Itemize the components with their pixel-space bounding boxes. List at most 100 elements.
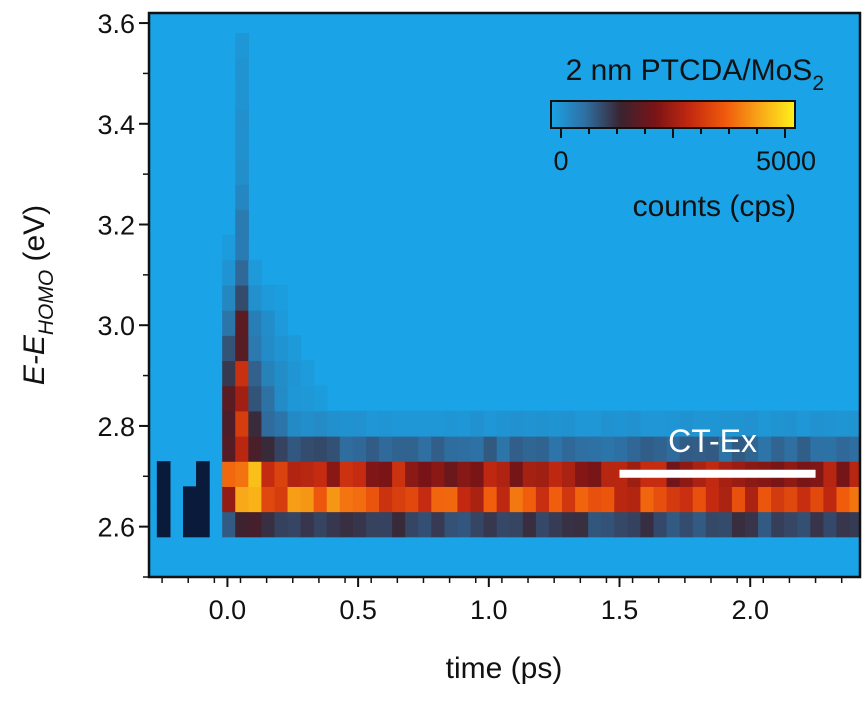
heatmap-cell [365, 461, 380, 487]
heatmap-cell [287, 385, 302, 412]
heatmap-cell [483, 486, 498, 513]
heatmap-cell [588, 486, 602, 513]
heatmap-cell [418, 486, 432, 513]
heatmap-cell [562, 486, 576, 513]
heatmap-cell [248, 259, 262, 286]
heatmap-cell [718, 511, 733, 538]
heatmap-cell [222, 486, 236, 513]
heatmap-cell [653, 511, 668, 538]
heatmap-cell [509, 461, 524, 487]
heatmap-cell [365, 410, 380, 437]
heatmap-cell [509, 436, 524, 462]
x-axis: 0.0 0.5 1.0 1.5 2.0 [161, 577, 843, 625]
heatmap-cell [601, 461, 615, 487]
heatmap-cell [326, 461, 341, 487]
heatmap-cell [470, 511, 485, 538]
heatmap-cell [509, 410, 524, 437]
x-axis-title: time (ps) [446, 652, 563, 685]
heatmap-cell [313, 486, 328, 513]
heatmap-cell [496, 410, 511, 437]
colorbar-max-label: 5000 [756, 146, 816, 176]
heatmap-cell [444, 511, 459, 538]
heatmap-cell [235, 486, 249, 513]
heatmap-cell [274, 410, 289, 437]
heatmap-cell [405, 511, 419, 538]
heatmap-cell [823, 410, 838, 437]
y-tick-label: 2.6 [97, 513, 135, 543]
heatmap-cell [562, 461, 576, 487]
heatmap-cell [744, 486, 759, 513]
heatmap-cell [235, 310, 249, 336]
y-axis-title-subscript: HOMO [35, 270, 58, 335]
heatmap-cell [679, 511, 694, 538]
heatmap-cell [300, 511, 315, 538]
heatmap-cell [235, 284, 249, 311]
heatmap-cell [509, 486, 524, 513]
heatmap-cell [810, 511, 824, 538]
heatmap-cell [640, 410, 655, 437]
heatmap-cell [548, 436, 563, 462]
y-tick-label: 3.6 [97, 9, 135, 39]
heatmap-cell [300, 436, 315, 462]
heatmap-cell [352, 436, 367, 462]
heatmap-cell [261, 335, 276, 362]
heatmap-cell [575, 410, 589, 437]
heatmap-cell [379, 436, 393, 462]
heatmap-cell [222, 259, 236, 286]
heatmap-cell [483, 436, 498, 462]
chart-title-main: 2 nm PTCDA/MoS [566, 54, 813, 87]
heatmap-cell [261, 486, 276, 513]
heatmap-cell [222, 385, 236, 412]
x-tick-label: 2.0 [731, 595, 769, 625]
heatmap-cell [588, 410, 602, 437]
heatmap-cell [836, 461, 851, 487]
heatmap-cell [431, 486, 445, 513]
heatmap-cell [235, 410, 249, 437]
heatmap-cell [522, 410, 537, 437]
heatmap-cell [457, 436, 472, 462]
heatmap-cell [771, 410, 785, 437]
colorbar [550, 100, 796, 129]
heatmap-cell [849, 486, 860, 513]
heatmap-cell [235, 360, 249, 387]
heatmap-cell [405, 461, 419, 487]
heatmap-cell [248, 436, 262, 462]
heatmap-cell [575, 436, 589, 462]
heatmap-cell [562, 410, 576, 437]
heatmap-cell [182, 486, 197, 513]
heatmap-cell [156, 511, 171, 538]
heatmap-cell [235, 108, 249, 135]
heatmap-cell [274, 335, 289, 362]
heatmap-cell [248, 284, 262, 311]
heatmap-cell [365, 511, 380, 538]
heatmap-cell [261, 385, 276, 412]
heatmap-cell [274, 511, 289, 538]
heatmap-cell [339, 511, 354, 538]
heatmap-cell [575, 511, 589, 538]
heatmap-cell [614, 436, 628, 462]
heatmap-cell [483, 511, 498, 538]
heatmap-cell [444, 410, 459, 437]
heatmap-cell [235, 159, 249, 185]
heatmap-cell [627, 511, 642, 538]
heatmap-cell [522, 461, 537, 487]
heatmap-cell [235, 335, 249, 362]
heatmap-cell [431, 436, 445, 462]
heatmap-cell [784, 410, 798, 437]
heatmap-cell [444, 486, 459, 513]
heatmap-cell [588, 436, 602, 462]
heatmap-cell [705, 436, 720, 462]
x-tick-label: 0.5 [339, 595, 377, 625]
heatmap-cell [522, 511, 537, 538]
heatmap-cell [758, 486, 772, 513]
heatmap-cell [810, 436, 824, 462]
heatmap-cell [836, 511, 851, 538]
heatmap-cell [274, 284, 289, 311]
heatmap-cell [823, 511, 838, 538]
heatmap-cell [352, 511, 367, 538]
heatmap-cell [470, 410, 485, 437]
heatmap-cell [156, 486, 171, 513]
heatmap-cell [575, 461, 589, 487]
heatmap-cell [248, 486, 262, 513]
heatmap-cell [235, 385, 249, 412]
